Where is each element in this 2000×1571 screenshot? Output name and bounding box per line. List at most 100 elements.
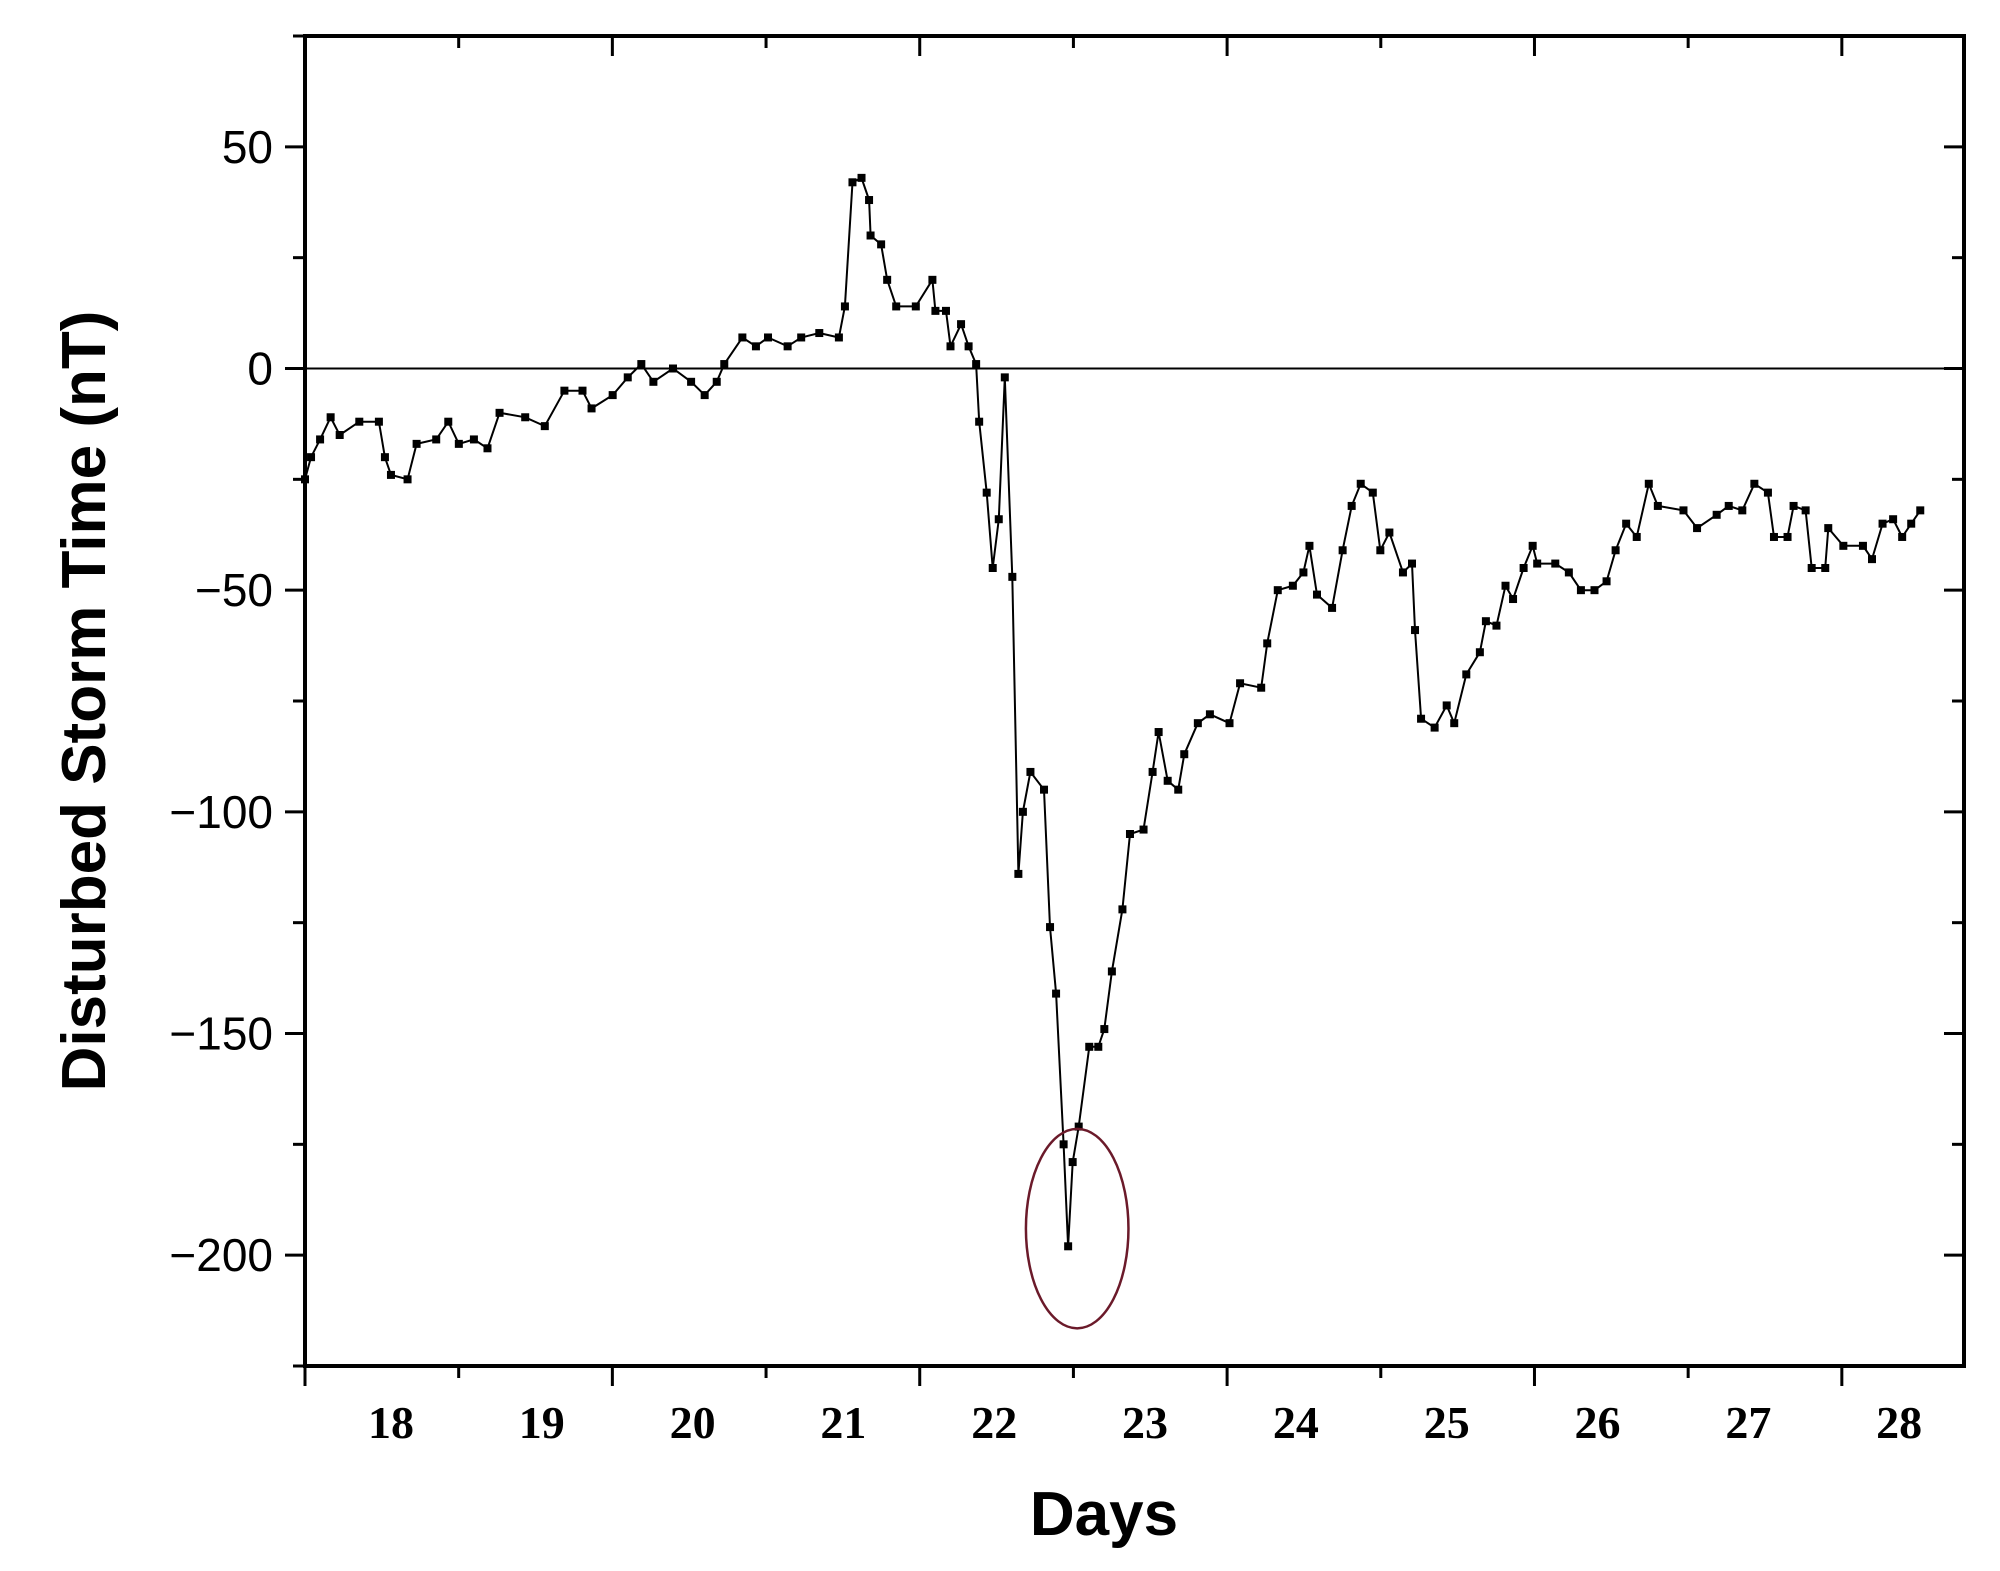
data-point — [1376, 546, 1385, 555]
data-point — [1312, 590, 1321, 599]
data-point — [1763, 488, 1772, 497]
data-point — [834, 333, 843, 342]
dst-series-line — [304, 176, 1922, 1247]
data-point — [1148, 767, 1157, 776]
data-point — [1026, 767, 1035, 776]
data-point — [1602, 577, 1611, 586]
data-point — [1398, 568, 1407, 577]
data-point — [386, 470, 395, 479]
data-point — [1632, 532, 1641, 541]
data-point — [540, 422, 549, 431]
data-point — [1533, 559, 1542, 568]
data-point — [1801, 506, 1810, 515]
data-point — [975, 417, 984, 426]
data-point — [687, 377, 696, 386]
data-point — [578, 386, 587, 395]
data-point — [1519, 564, 1528, 572]
data-point — [1305, 541, 1314, 550]
data-point — [326, 413, 335, 422]
data-point — [877, 240, 886, 249]
x-tick-label: 26 — [1575, 1397, 1621, 1448]
data-point — [521, 413, 530, 422]
data-point — [608, 391, 617, 400]
x-tick-label: 21 — [820, 1397, 866, 1448]
data-point — [495, 408, 504, 417]
data-point — [374, 417, 383, 426]
data-point — [783, 342, 792, 351]
data-point — [1450, 719, 1459, 728]
data-point — [637, 360, 646, 369]
data-point — [316, 435, 325, 444]
data-point — [483, 444, 492, 453]
data-point — [1107, 967, 1116, 976]
data-point — [560, 386, 569, 395]
x-tick-label: 22 — [971, 1397, 1017, 1448]
data-point — [1094, 1042, 1103, 1051]
data-point — [1430, 723, 1439, 732]
y-axis-label: Disturbed Storm Time (nT) — [50, 311, 119, 1092]
data-point — [1611, 546, 1620, 555]
data-point — [1385, 528, 1394, 537]
x-axis-label: Days — [1030, 1480, 1178, 1549]
data-point — [1738, 506, 1747, 515]
minimum-highlight-ellipse — [1024, 1127, 1130, 1330]
data-point — [1040, 785, 1049, 794]
data-point — [1528, 541, 1537, 550]
data-point — [1644, 479, 1653, 488]
data-point — [1475, 648, 1484, 657]
data-point — [355, 417, 364, 426]
data-point — [866, 231, 875, 240]
x-tick-label: 25 — [1424, 1397, 1470, 1448]
data-point — [1205, 710, 1214, 719]
data-point — [1417, 714, 1426, 723]
y-tick-label: 0 — [247, 343, 273, 395]
dst-series-markers — [301, 173, 1925, 1251]
data-point — [1288, 581, 1297, 590]
data-point — [1154, 728, 1163, 737]
data-point — [469, 435, 478, 444]
data-point — [712, 377, 721, 386]
data-point — [1100, 1025, 1109, 1034]
data-point — [964, 342, 973, 351]
data-point — [1411, 626, 1420, 635]
data-point — [1551, 559, 1560, 568]
data-point — [1064, 1242, 1073, 1251]
data-point — [1018, 807, 1027, 816]
data-point — [1564, 568, 1573, 577]
data-point — [1868, 555, 1877, 564]
x-tick-label: 19 — [519, 1397, 565, 1448]
x-tick-label: 24 — [1273, 1397, 1319, 1448]
data-point — [1085, 1042, 1094, 1051]
data-point — [928, 275, 937, 284]
data-point — [380, 453, 389, 462]
data-point — [1193, 719, 1202, 728]
data-point — [700, 391, 709, 400]
data-point — [1408, 559, 1417, 568]
y-tick-label: −50 — [195, 564, 273, 616]
x-tick-label: 18 — [368, 1397, 414, 1448]
data-point — [911, 302, 920, 311]
data-point — [988, 564, 997, 572]
data-point — [1273, 586, 1282, 595]
data-point — [1059, 1140, 1068, 1149]
data-point — [840, 302, 849, 311]
data-point — [1492, 621, 1501, 630]
data-point — [1622, 519, 1631, 528]
data-point — [623, 373, 632, 382]
data-point — [1783, 532, 1792, 541]
data-point — [1807, 564, 1816, 572]
data-point — [1679, 506, 1688, 515]
data-point — [412, 439, 421, 448]
data-point — [1824, 524, 1833, 533]
data-point — [1118, 905, 1127, 914]
axis-ticks — [285, 34, 1964, 1386]
data-point — [957, 320, 966, 329]
data-point — [848, 178, 857, 187]
data-point — [1356, 479, 1365, 488]
data-point — [1821, 564, 1830, 572]
data-point — [994, 515, 1003, 524]
data-point — [1590, 586, 1599, 595]
data-point — [751, 342, 760, 351]
data-point — [1750, 479, 1759, 488]
data-point — [1693, 524, 1702, 533]
